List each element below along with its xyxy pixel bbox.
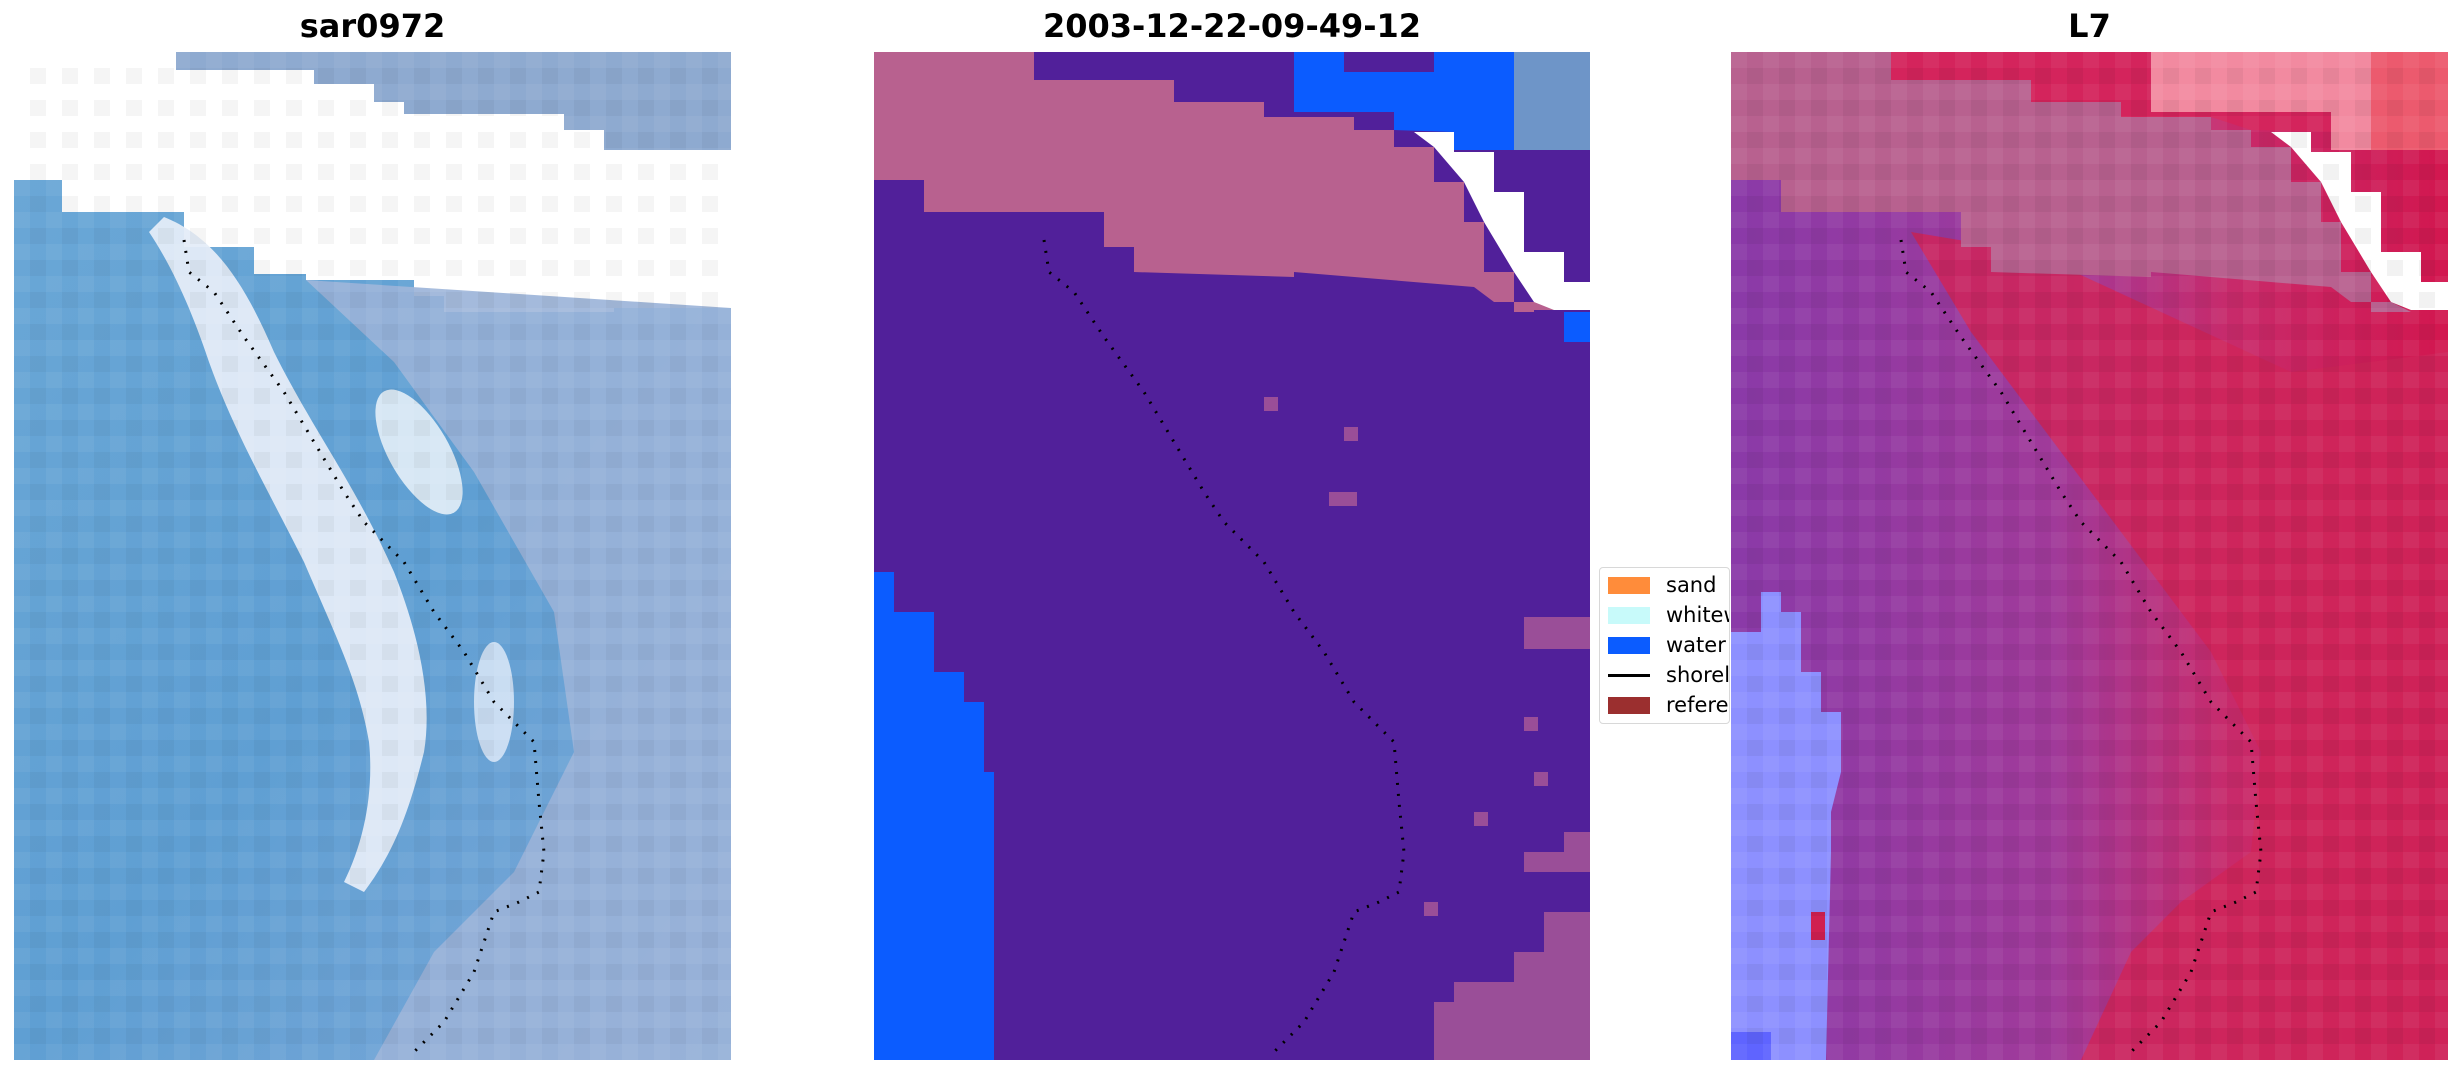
classified-image xyxy=(874,52,1590,1060)
reference-swatch xyxy=(1608,696,1650,714)
legend-label-reference: reference xyxy=(1666,693,1729,717)
legend-item-reference: reference xyxy=(1608,692,1729,718)
index-image-panel xyxy=(1731,52,2448,1060)
legend-label-sand: sand xyxy=(1666,573,1717,597)
legend-label-shoreline: shoreline xyxy=(1666,663,1730,687)
panel-title-classified: 2003-12-22-09-49-12 xyxy=(1042,7,1422,45)
panel-title-index: L7 xyxy=(2068,7,2111,45)
rgb-image-panel xyxy=(14,52,731,1060)
classified-image-panel xyxy=(874,52,1590,1060)
rgb-image xyxy=(14,52,731,1060)
sand-swatch xyxy=(1608,576,1650,594)
legend-item-sand: sand xyxy=(1608,572,1716,598)
legend-item-shoreline: shoreline xyxy=(1608,662,1730,688)
legend-label-water: water xyxy=(1666,633,1726,657)
panel-title-rgb: sar0972 xyxy=(299,7,446,45)
index-image xyxy=(1731,52,2448,1060)
whitewater-swatch xyxy=(1608,606,1650,624)
legend-item-water: water xyxy=(1608,632,1726,658)
shoreline-line-icon xyxy=(1608,673,1650,677)
water-swatch xyxy=(1608,636,1650,654)
